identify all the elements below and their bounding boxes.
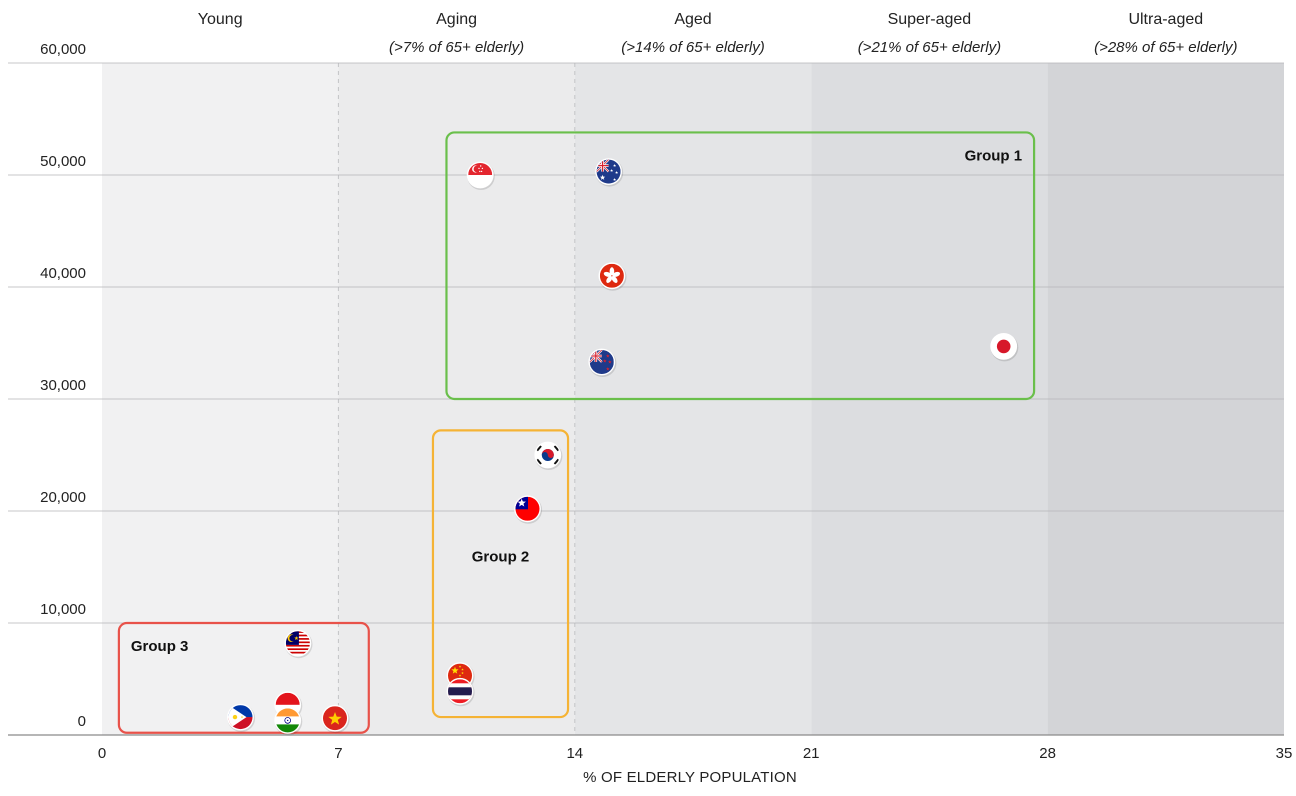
data-points xyxy=(227,158,1019,736)
x-tick-label: 14 xyxy=(566,745,583,762)
group-box xyxy=(431,429,570,719)
y-tick-label: 10,000 xyxy=(40,601,86,618)
y-tick-label: 0 xyxy=(78,713,86,730)
band-subtitle: (>14% of 65+ elderly) xyxy=(621,39,764,56)
y-tick-label: 50,000 xyxy=(40,153,86,170)
x-axis-title: % OF ELDERLY POPULATION xyxy=(583,769,797,786)
group-box xyxy=(117,621,370,734)
group-label: Group 1 xyxy=(965,147,1023,164)
thailand-flag-icon xyxy=(446,677,475,707)
vietnam-flag-icon xyxy=(321,704,350,734)
band-subtitle: (>21% of 65+ elderly) xyxy=(858,39,1001,56)
japan-flag-icon xyxy=(990,333,1019,362)
band-subtitle: (>28% of 65+ elderly) xyxy=(1094,39,1237,56)
group-boxes: Group 1 Group 2 Group 3 xyxy=(117,131,1036,734)
band-title: Young xyxy=(198,11,243,28)
y-tick-label: 20,000 xyxy=(40,489,86,506)
group-label: Group 3 xyxy=(131,638,189,655)
x-tick-label: 35 xyxy=(1276,745,1293,762)
x-tick-label: 21 xyxy=(803,745,820,762)
malaysia-flag-icon xyxy=(284,629,313,659)
x-tick-label: 28 xyxy=(1039,745,1056,762)
south-korea-flag-icon xyxy=(534,441,563,470)
age-bands: Young Aging (>7% of 65+ elderly) Aged (>14% … xyxy=(102,11,1284,735)
singapore-flag-icon xyxy=(466,161,495,190)
australia-flag-icon xyxy=(595,158,624,187)
hong-kong-flag-icon xyxy=(598,262,627,291)
x-tick-label: 0 xyxy=(98,745,106,762)
y-tick-label: 30,000 xyxy=(40,377,86,394)
group-label: Group 2 xyxy=(472,549,530,566)
band-title: Ultra-aged xyxy=(1128,11,1203,28)
axes: 0 7 14 21 28 35 xyxy=(98,745,1293,762)
group-box xyxy=(445,131,1036,401)
band-title: Aging xyxy=(436,11,477,28)
band-title: Super-aged xyxy=(888,11,972,28)
philippines-flag-icon xyxy=(227,703,256,733)
y-tick-label: 60,000 xyxy=(40,41,86,58)
gridlines: 0 10,000 20,000 30,000 40,000 50,000 60,000 xyxy=(8,41,1284,736)
band-subtitle: (>7% of 65+ elderly) xyxy=(389,39,524,56)
x-tick-label: 7 xyxy=(334,745,342,762)
india-flag-icon xyxy=(274,707,303,736)
band-title: Aged xyxy=(674,11,711,28)
y-tick-label: 40,000 xyxy=(40,265,86,282)
new-zealand-flag-icon xyxy=(588,348,617,377)
taiwan-flag-icon xyxy=(514,495,543,524)
